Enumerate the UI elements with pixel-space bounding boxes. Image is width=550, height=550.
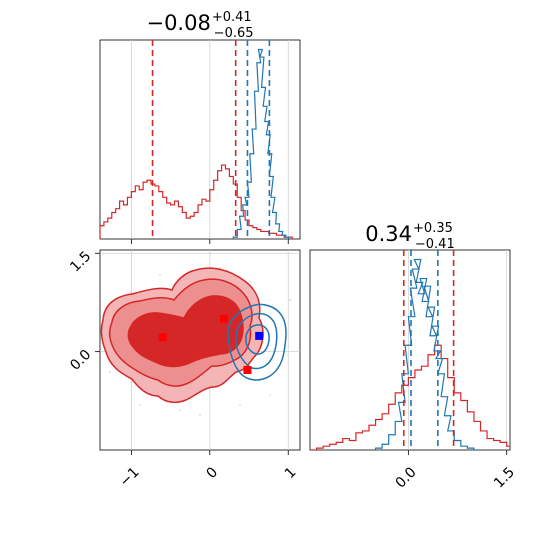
hist-y-plot bbox=[310, 250, 510, 450]
scatter-ytick-label-1: 1.5 bbox=[67, 248, 94, 275]
red-marker-2 bbox=[243, 366, 252, 374]
scatter-plot bbox=[100, 267, 291, 416]
scatter-ytick-label-0: 0.0 bbox=[67, 347, 94, 374]
hist-y-title: 0.34+0.35 −0.41 bbox=[365, 221, 454, 252]
hist-x-grid bbox=[130, 40, 289, 239]
hist-x-title: −0.08+0.41 −0.65 bbox=[146, 10, 253, 41]
red-marker-1 bbox=[219, 314, 228, 323]
sample-dots bbox=[109, 267, 291, 416]
hist-x-blue-series bbox=[232, 48, 293, 239]
hist-y-xtick-label-0: 0.0 bbox=[393, 464, 420, 491]
scatter-xtick-label-2: 1 bbox=[282, 464, 300, 482]
hist-x-red-series bbox=[100, 164, 297, 239]
hist-x-frame bbox=[99, 39, 301, 240]
red-contour-inner bbox=[127, 295, 244, 368]
blue-contour-inner bbox=[245, 324, 270, 355]
scatter-frame bbox=[99, 249, 301, 451]
hist-y-frame bbox=[309, 249, 511, 451]
blue-contour-mid bbox=[235, 312, 278, 370]
blue-contour-outer bbox=[227, 303, 287, 381]
hist-y-xtick-label-1: 1.5 bbox=[491, 464, 518, 491]
blue-marker-0 bbox=[255, 331, 264, 340]
hist-y-blue-series bbox=[374, 258, 481, 450]
hist-y-red-series bbox=[310, 344, 510, 450]
red-marker-0 bbox=[158, 333, 167, 342]
hist-x-plot bbox=[100, 40, 297, 239]
hist-y-grid bbox=[407, 250, 508, 450]
scatter-xtick-label-0: −1 bbox=[117, 464, 143, 490]
scatter-xtick-label-1: 0 bbox=[203, 464, 221, 482]
